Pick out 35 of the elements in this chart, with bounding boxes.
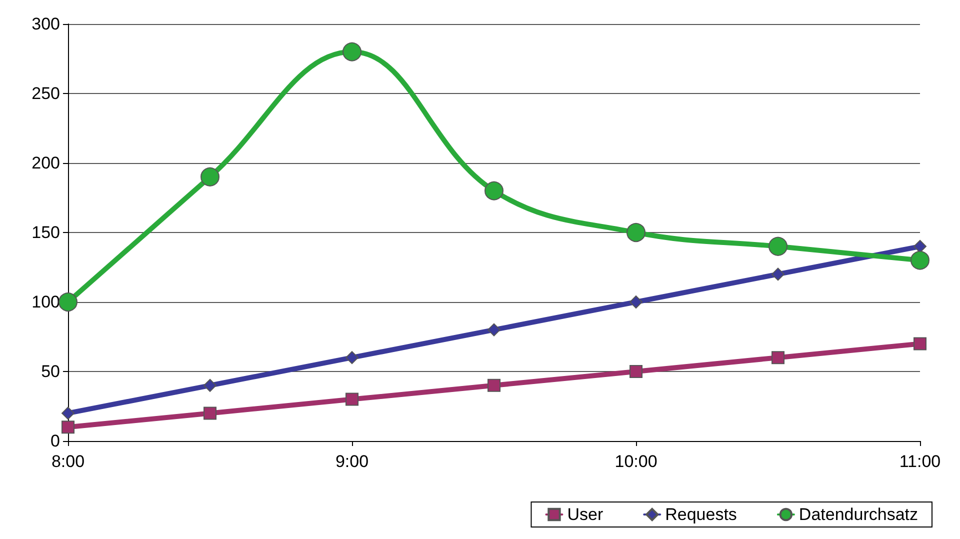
point xyxy=(630,296,642,308)
point xyxy=(910,250,930,270)
point xyxy=(768,236,788,256)
legend-label: Requests xyxy=(665,505,737,524)
point xyxy=(200,167,220,186)
y-tick-label: 50 xyxy=(41,362,60,381)
point xyxy=(62,420,74,434)
point xyxy=(914,337,926,350)
point xyxy=(772,268,784,281)
x-tick-label: 10:00 xyxy=(614,452,658,471)
point xyxy=(914,240,926,253)
point xyxy=(58,292,78,312)
point xyxy=(772,351,784,364)
legend-label: User xyxy=(567,505,604,524)
legend-label: Datendurchsatz xyxy=(798,505,918,524)
point xyxy=(626,223,646,242)
point xyxy=(346,351,358,364)
y-tick-label: 100 xyxy=(32,292,60,312)
y-tick-label: 150 xyxy=(32,223,60,242)
x-tick-label: 9:00 xyxy=(335,452,369,471)
y-tick-label: 300 xyxy=(32,14,60,34)
y-tick-label: 250 xyxy=(32,84,60,103)
point xyxy=(484,181,504,200)
point xyxy=(62,406,74,420)
point xyxy=(204,406,216,420)
x-tick-label: 11:00 xyxy=(899,452,941,471)
point xyxy=(488,323,500,336)
y-tick-label: 200 xyxy=(32,154,60,172)
y-tick-label: 0 xyxy=(50,432,60,450)
point xyxy=(630,365,642,378)
point xyxy=(488,378,500,392)
point xyxy=(342,42,362,62)
point xyxy=(346,392,358,406)
x-tick-label: 8:00 xyxy=(51,452,85,471)
point xyxy=(204,378,216,392)
